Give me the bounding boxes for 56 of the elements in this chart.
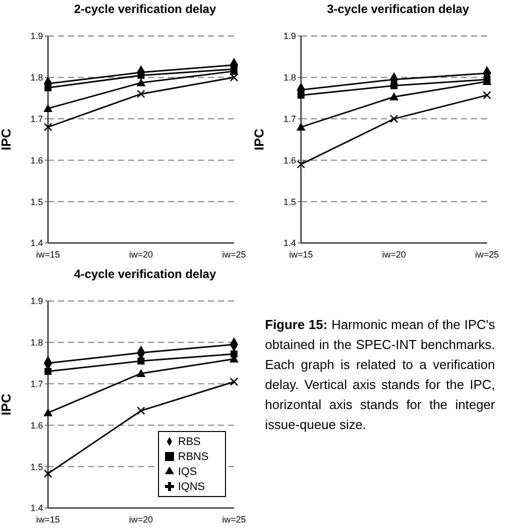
y-tick-label: 1.4 <box>30 238 43 248</box>
point <box>136 368 146 377</box>
point <box>390 82 398 90</box>
x-tick-label: iw=20 <box>129 249 153 260</box>
y-tick-label: 1.7 <box>30 378 43 389</box>
point <box>230 378 238 386</box>
y-tick-label: 1.8 <box>283 72 296 83</box>
chart-title: 4-cycle verification delay <box>72 267 218 281</box>
legend-label: IQNS <box>178 481 205 493</box>
y-tick-label: 1.9 <box>283 31 296 42</box>
point <box>44 368 52 375</box>
y-tick-label: 1.6 <box>30 420 43 430</box>
y-axis-title: IPC <box>0 128 14 150</box>
chart-title: 3-cycle verification delay <box>326 2 470 16</box>
point <box>44 122 52 132</box>
y-tick-label: 1.5 <box>283 196 296 207</box>
y-tick-label: 1.7 <box>283 114 296 124</box>
y-tick-label: 1.8 <box>30 72 43 83</box>
text: Figure 15: <box>265 317 328 332</box>
point <box>44 469 52 478</box>
point <box>390 114 398 123</box>
x-tick-label: iw=25 <box>475 249 499 260</box>
point <box>136 90 146 98</box>
y-tick-label: 1.5 <box>30 462 43 472</box>
y-tick-label: 1.6 <box>283 155 296 166</box>
y-tick-label: 1.5 <box>30 196 43 207</box>
legend-label: RBS <box>178 436 201 448</box>
legend-label: RBNS <box>178 451 209 463</box>
y-tick-label: 1.7 <box>30 114 43 124</box>
y-tick-label: 1.9 <box>30 31 43 42</box>
y-tick-label: 1.9 <box>30 296 43 306</box>
point <box>298 92 304 99</box>
x-tick-label: iw=20 <box>382 249 406 260</box>
y-tick-label: 1.4 <box>30 503 43 514</box>
x-tick-label: iw=15 <box>289 249 313 260</box>
y-tick-label: 1.6 <box>30 155 43 166</box>
x-tick-label: iw=15 <box>36 249 60 260</box>
x-tick-label: iw=20 <box>129 514 153 524</box>
point <box>136 78 146 86</box>
y-axis-title: IPC <box>0 393 14 416</box>
point <box>138 358 144 365</box>
x-tick-label: iw=25 <box>222 514 246 524</box>
legend-label: IQS <box>178 466 197 478</box>
y-axis-title: IPC <box>252 128 267 150</box>
point <box>390 92 398 100</box>
point <box>136 406 146 415</box>
point <box>44 408 52 416</box>
chart-title: 2-cycle verification delay <box>72 2 218 16</box>
x-tick-label: iw=25 <box>222 249 246 260</box>
point <box>296 160 306 168</box>
x-tick-label: iw=15 <box>36 514 60 524</box>
point <box>482 91 492 100</box>
y-tick-label: 1.4 <box>283 238 296 248</box>
point <box>44 84 52 92</box>
point <box>296 122 306 131</box>
y-tick-label: 1.8 <box>30 338 43 348</box>
